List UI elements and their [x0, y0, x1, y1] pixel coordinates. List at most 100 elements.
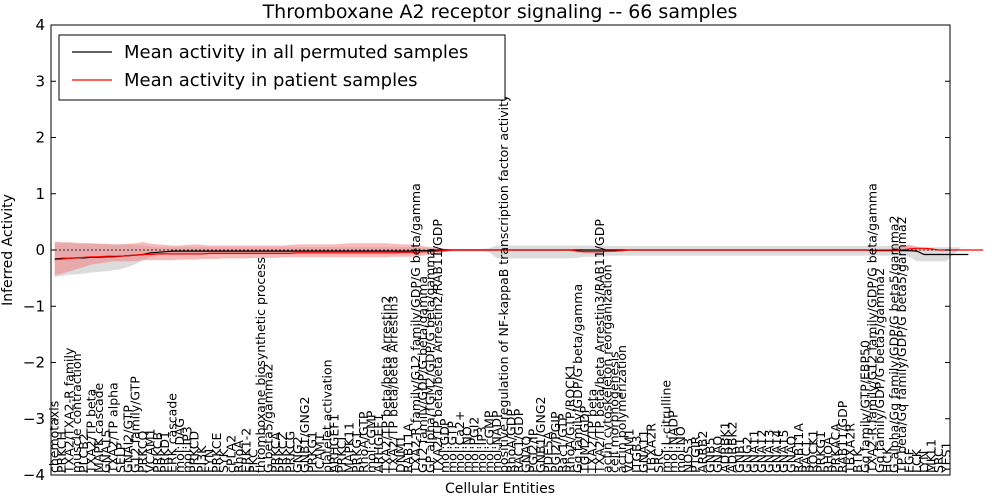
x-tick-label: ADRBK2 [725, 421, 740, 473]
x-tick-label: DNM1 [393, 435, 408, 473]
x-tick-label: SYK [216, 448, 231, 473]
x-tick-label: VCAM1 [143, 428, 158, 473]
x-tick-label: ERK1-2 [238, 428, 253, 473]
x-tick-label: G beta5/gamma2 [260, 363, 275, 473]
y-tick-label: −3 [23, 410, 45, 428]
x-tick-label: GNAQ [710, 436, 725, 473]
x-tick-label: mol:NO [673, 426, 688, 473]
x-tick-label: PRKCB [150, 432, 165, 473]
x-tick-label: SRC [651, 448, 666, 473]
y-tick-label: −2 [23, 354, 45, 372]
y-tick-label: 1 [35, 185, 45, 203]
x-tick-label: GNAQ [518, 436, 533, 473]
x-tick-label: TBXA2R [644, 423, 659, 474]
x-tick-label: FYN [201, 449, 216, 473]
x-tick-label: ERK cascade [165, 393, 180, 473]
x-tick-label: PTGIR [688, 435, 703, 473]
x-tick-label: GNA15 [98, 430, 113, 474]
x-tick-label: TXA2/TP beta [585, 389, 600, 474]
chart-title: Thromboxane A2 receptor signaling -- 66 … [262, 1, 738, 23]
x-tick-label: GNAQ [784, 436, 799, 473]
x-tick-label: PRKG1 [349, 431, 364, 473]
x-tick-label: TXA2/TP beta/beta Arrestin3/RAB11/GDP [592, 219, 607, 474]
x-tick-label: RhoA/GTP/ROCK1 [563, 364, 578, 473]
x-tick-label: TXA2/TP beta/beta Arrestin2 [378, 296, 393, 474]
x-tick-label: actin cytoskeleton reorganization [599, 264, 614, 473]
x-tick-label: PRKD1 [157, 431, 172, 473]
x-tick-label: cPLA2 [224, 435, 239, 473]
x-tick-label: TGM2/GDP [577, 405, 592, 474]
x-tick-label: PRKG1 [305, 431, 320, 473]
x-tick-label: mol:Ca2+ [452, 411, 467, 473]
x-tick-label: PRKCE [209, 433, 224, 473]
x-tick-label: mol:DAG [172, 418, 187, 473]
x-tick-label: PGI2/PGIP [548, 411, 563, 473]
x-tick-label: RAB11/GDP [835, 400, 850, 473]
x-tick-label: TP beta/Gq family/GDP/G beta5/gamma2 [894, 216, 909, 474]
x-tick-label: ROCK1 [806, 430, 821, 473]
x-tick-label: VCAM1 [622, 428, 637, 473]
x-tick-label: GNB1 [732, 437, 747, 473]
confidence-bands [54, 241, 969, 277]
y-tick-label: 2 [35, 129, 45, 147]
x-tick-label: G12 family/GDP/G beta/gamma [415, 276, 430, 473]
x-tick-label: MAPK cascade [91, 382, 106, 473]
x-tick-label: TXA2/TP alpha [106, 382, 121, 474]
x-tick-label: PI3K [194, 445, 209, 473]
x-tick-label: mol:L-citrulline [658, 380, 673, 473]
x-tick-label: TXA2/TP beta/beta Arrestin2/RAB11/GDP [430, 219, 445, 474]
legend-box [58, 34, 506, 101]
x-tick-label: PKC [246, 449, 261, 473]
x-tick-label: PLCB2 [76, 433, 91, 473]
x-tick-label: G12 family/GTP [128, 376, 143, 473]
x-tick-label: mol:NO [459, 426, 474, 473]
x-tick-label: GNG2 [739, 436, 754, 473]
x-tick-label: RAC1 [798, 440, 813, 473]
x-tick-label: PRKCD [187, 431, 202, 473]
x-tick-label: GNA15 [776, 430, 791, 474]
x-tick-label: GNA12 [754, 430, 769, 474]
y-tick-label: 3 [35, 72, 45, 90]
x-tick-label: ADRBK1 [717, 421, 732, 473]
x-tick-label: TXA2/TP beta [84, 389, 99, 474]
x-tick-label: TBXA2R [843, 423, 858, 474]
x-tick-label: GNB1/GNG2 [533, 397, 548, 473]
legend-label-permuted: Mean activity in all permuted samples [124, 42, 468, 63]
x-tick-label: RhoA [231, 440, 246, 473]
x-tick-label: HCK [879, 446, 894, 473]
x-tick-label: GNAI2/GTP [120, 405, 135, 473]
x-tick-label: MKL1 [924, 439, 939, 473]
x-tick-label: MAPK11 [341, 422, 356, 473]
x-tick-label: muscle contraction [69, 353, 84, 473]
x-tick-label: Gq family/GDP/G beta/gamma [570, 284, 585, 473]
x-tick-label: BTK [850, 448, 865, 473]
y-tick-label: 0 [35, 241, 45, 259]
x-tick-label: GNA11 [636, 430, 651, 474]
x-tick-label: LYN [916, 451, 931, 473]
x-tick-label: mol:IP3 [179, 426, 194, 473]
x-tick-label: GNB5 [703, 437, 718, 473]
x-tick-label: PGI2/IP [526, 428, 541, 473]
y-tick-label: −1 [23, 297, 45, 315]
x-tick-label: PRKCZ [275, 432, 290, 473]
x-tick-label: YES1 [938, 442, 953, 474]
y-axis: −4 −3 −2 −1 0 1 2 3 4 [23, 16, 950, 484]
x-tick-label: mol:NADP [489, 410, 504, 473]
x-tick-label: SELP [113, 442, 128, 473]
x-tick-label: TXA2-R family/G12 family/GDP/G beta/gamm… [865, 183, 880, 474]
x-tick-label: GNB1/GNG2 [297, 397, 312, 473]
x-tick-label: NOS3 [680, 438, 695, 473]
x-tick-label: EGF [902, 448, 917, 473]
x-tick-label: PRKCQ [135, 431, 150, 473]
x-tick-label: RAB11A [791, 423, 806, 473]
x-tick-label: PRKCA [268, 432, 283, 473]
x-tick-label: ARHGEF1 [371, 414, 386, 473]
x-tick-label: mol:GDP [437, 418, 452, 473]
x-tick-label: mol:cGMP [481, 410, 496, 473]
x-tick-label: ICAM1 [312, 433, 327, 473]
x-tick-label: GNA11 [747, 430, 762, 474]
x-tick-label: GNG2 [290, 436, 305, 473]
x-tick-label: platelet activation [319, 359, 334, 473]
x-tick-label: cell morphogenesis [607, 351, 622, 473]
